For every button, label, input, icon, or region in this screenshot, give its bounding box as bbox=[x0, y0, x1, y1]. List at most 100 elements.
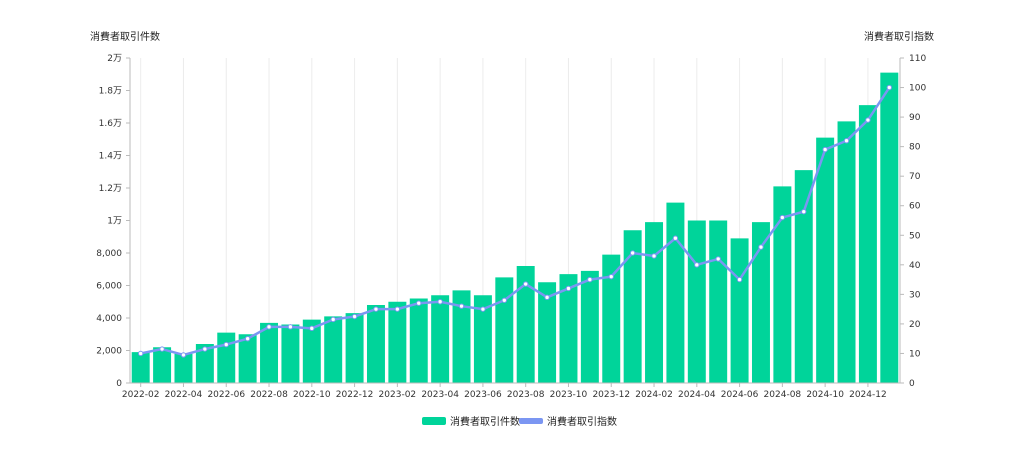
line-point[interactable] bbox=[330, 316, 336, 323]
x-tick-label: 2024-06 bbox=[721, 390, 759, 400]
bar[interactable] bbox=[623, 230, 642, 383]
y-right-tick-label: 10 bbox=[909, 349, 921, 359]
line-point[interactable] bbox=[843, 138, 850, 144]
bar[interactable] bbox=[452, 290, 471, 384]
bar[interactable] bbox=[302, 319, 321, 384]
line-point[interactable] bbox=[822, 146, 828, 153]
x-tick-label: 2023-06 bbox=[464, 390, 502, 400]
line-point[interactable] bbox=[501, 297, 508, 303]
y-left-tick-label: 1.2万 bbox=[99, 184, 122, 194]
y-right-axis-title: 消費者取引指数 bbox=[864, 30, 934, 43]
line-point[interactable] bbox=[779, 214, 786, 221]
bar[interactable] bbox=[431, 295, 450, 383]
y-left-tick-label: 2万 bbox=[107, 54, 122, 64]
bar[interactable] bbox=[238, 334, 257, 383]
bar[interactable] bbox=[495, 277, 514, 384]
bar[interactable] bbox=[559, 274, 578, 384]
bar[interactable] bbox=[580, 270, 599, 384]
line-point[interactable] bbox=[244, 335, 251, 342]
bar[interactable] bbox=[473, 295, 492, 383]
bar[interactable] bbox=[409, 298, 428, 384]
bar[interactable] bbox=[858, 105, 877, 384]
bar[interactable] bbox=[773, 186, 792, 384]
y-right-tick-label: 70 bbox=[909, 172, 921, 182]
line-point[interactable] bbox=[886, 84, 893, 91]
bar[interactable] bbox=[174, 353, 193, 383]
bar[interactable] bbox=[687, 220, 706, 384]
line-point[interactable] bbox=[416, 300, 422, 306]
bar[interactable] bbox=[217, 332, 236, 384]
bar[interactable] bbox=[602, 254, 621, 384]
y-left-tick-label: 1.8万 bbox=[99, 87, 122, 97]
line-point[interactable] bbox=[202, 346, 208, 352]
x-tick-label: 2023-12 bbox=[592, 390, 630, 400]
bar[interactable] bbox=[666, 202, 685, 383]
line-point[interactable] bbox=[287, 324, 294, 330]
y-left-tick-label: 6,000 bbox=[96, 282, 122, 292]
y-right-tick-label: 30 bbox=[909, 290, 921, 300]
line-point[interactable] bbox=[266, 324, 272, 330]
line-point[interactable] bbox=[437, 299, 443, 305]
bar[interactable] bbox=[153, 347, 172, 383]
bar[interactable] bbox=[751, 222, 770, 384]
line-point[interactable] bbox=[458, 303, 465, 309]
legend-item-bar[interactable]: 消費者取引件数 bbox=[422, 415, 520, 428]
legend-item-line[interactable]: 消費者取引指数 bbox=[519, 415, 617, 428]
bar[interactable] bbox=[260, 322, 279, 384]
bar[interactable] bbox=[645, 222, 664, 384]
line-point[interactable] bbox=[159, 346, 165, 352]
line-point[interactable] bbox=[587, 276, 593, 283]
bar[interactable] bbox=[388, 301, 407, 383]
y-right-tick-label: 50 bbox=[909, 231, 921, 241]
line-point[interactable] bbox=[394, 306, 401, 312]
bar[interactable] bbox=[281, 324, 300, 384]
line-point[interactable] bbox=[480, 306, 486, 312]
line-point[interactable] bbox=[651, 253, 657, 259]
y-right-tick-label: 100 bbox=[909, 84, 926, 94]
line-point[interactable] bbox=[309, 325, 315, 332]
line-point[interactable] bbox=[801, 208, 807, 215]
bar[interactable] bbox=[195, 344, 214, 383]
line-point[interactable] bbox=[608, 273, 614, 280]
line-series bbox=[137, 84, 893, 358]
line-point[interactable] bbox=[544, 294, 550, 301]
legend-label-line: 消費者取引指数 bbox=[547, 415, 617, 428]
bar[interactable] bbox=[709, 220, 728, 384]
x-tick-label: 2024-04 bbox=[678, 390, 716, 400]
bar[interactable] bbox=[366, 305, 385, 383]
bar[interactable] bbox=[837, 121, 856, 384]
axes: 0 2,000 4,000 6,000 8,000 1万 1.2万 1.4万 1.6万 1.8万 2… bbox=[96, 54, 926, 400]
bar[interactable] bbox=[324, 316, 343, 384]
bar[interactable] bbox=[880, 72, 899, 384]
x-tick-label: 2022-08 bbox=[250, 390, 288, 400]
line-point[interactable] bbox=[672, 235, 679, 241]
line-point[interactable] bbox=[629, 250, 636, 256]
line-point[interactable] bbox=[758, 244, 764, 250]
line-point[interactable] bbox=[865, 117, 871, 123]
bar[interactable] bbox=[538, 282, 557, 383]
line-point[interactable] bbox=[522, 281, 529, 287]
x-tick-label: 2024-02 bbox=[635, 390, 673, 400]
line-point[interactable] bbox=[351, 313, 358, 320]
bar[interactable] bbox=[794, 170, 813, 384]
legend: 消費者取引件数 消費者取引指数 bbox=[422, 415, 617, 428]
x-tick-label: 2024-12 bbox=[849, 390, 887, 400]
bar[interactable] bbox=[516, 266, 535, 383]
line-point[interactable] bbox=[565, 285, 572, 292]
line-point[interactable] bbox=[715, 256, 721, 262]
bar[interactable] bbox=[816, 137, 835, 384]
line-point[interactable] bbox=[180, 352, 187, 358]
index-line bbox=[140, 86, 891, 357]
line-point[interactable] bbox=[694, 262, 700, 268]
bar[interactable] bbox=[131, 352, 150, 384]
line-point[interactable] bbox=[137, 350, 144, 357]
line-point[interactable] bbox=[736, 276, 743, 283]
y-right-tick-label: 90 bbox=[909, 113, 921, 123]
bar[interactable] bbox=[730, 238, 749, 384]
y-left-tick-label: 2,000 bbox=[96, 347, 122, 357]
bar[interactable] bbox=[345, 313, 364, 384]
y-right-tick-label: 110 bbox=[909, 54, 926, 64]
line-point[interactable] bbox=[223, 341, 229, 348]
line-point[interactable] bbox=[373, 306, 379, 312]
